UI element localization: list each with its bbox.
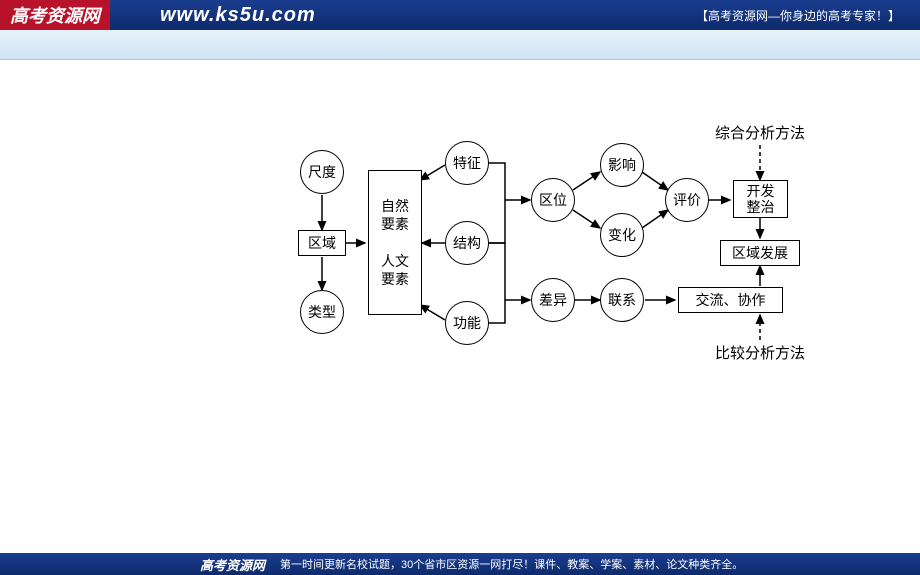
node-region: 区域: [298, 230, 346, 256]
node-impact: 影响: [600, 143, 644, 187]
node-exchange: 交流、协作: [678, 287, 783, 313]
footer-text: 第一时间更新名校试题，30个省市区资源一网打尽！课件、教案、学案、素材、论文种类…: [280, 556, 743, 572]
node-structure: 结构: [445, 221, 489, 265]
node-relation: 联系: [600, 278, 644, 322]
node-change: 变化: [600, 213, 644, 257]
diagram: 尺度 区域 类型 自然 要素 人文 要素 特征 结构 功能 区位 差异 影响 变…: [290, 110, 890, 370]
node-elements-box: 自然 要素 人文 要素: [368, 170, 422, 315]
node-location: 区位: [531, 178, 575, 222]
url: www.ks5u.com: [160, 4, 316, 27]
node-eval: 评价: [665, 178, 709, 222]
header: 高考资源网 www.ks5u.com 【高考资源网—你身边的高考专家！】: [0, 0, 920, 30]
logo: 高考资源网: [0, 0, 110, 30]
node-human: 人文 要素: [381, 252, 409, 288]
node-function: 功能: [445, 301, 489, 345]
label-top: 综合分析方法: [715, 122, 805, 143]
footer: 高考资源网 第一时间更新名校试题，30个省市区资源一网打尽！课件、教案、学案、素…: [0, 553, 920, 575]
label-bottom: 比较分析方法: [715, 342, 805, 363]
node-regdev: 区域发展: [720, 240, 800, 266]
tagline: 【高考资源网—你身边的高考专家！】: [696, 7, 900, 24]
node-type: 类型: [300, 290, 344, 334]
sub-header: [0, 30, 920, 60]
node-diff: 差异: [531, 278, 575, 322]
node-scale: 尺度: [300, 150, 344, 194]
node-natural: 自然 要素: [381, 197, 409, 233]
node-feature: 特征: [445, 141, 489, 185]
node-develop: 开发 整治: [733, 180, 788, 218]
footer-logo: 高考资源网: [200, 555, 265, 574]
